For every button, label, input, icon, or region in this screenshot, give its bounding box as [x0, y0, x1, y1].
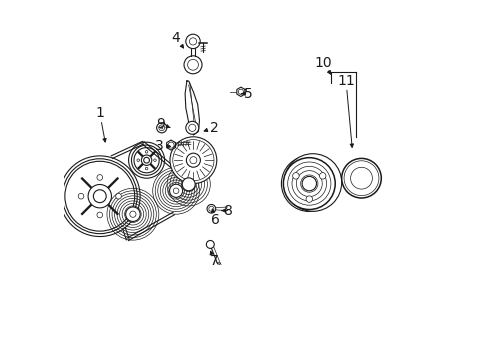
Circle shape — [78, 193, 83, 199]
Text: 9: 9 — [156, 117, 165, 131]
Text: 3: 3 — [154, 139, 163, 153]
Circle shape — [153, 159, 156, 161]
Circle shape — [137, 159, 139, 161]
Text: 10: 10 — [314, 56, 332, 70]
Circle shape — [206, 204, 215, 213]
Circle shape — [189, 157, 197, 164]
Circle shape — [88, 185, 111, 208]
Circle shape — [292, 173, 299, 179]
Circle shape — [168, 142, 174, 148]
Circle shape — [182, 178, 195, 191]
Circle shape — [93, 190, 106, 203]
Circle shape — [160, 127, 163, 129]
Circle shape — [188, 124, 196, 131]
Circle shape — [208, 206, 213, 211]
Circle shape — [172, 140, 214, 181]
Text: 8: 8 — [224, 204, 232, 217]
Circle shape — [173, 188, 179, 194]
Circle shape — [283, 158, 335, 210]
Circle shape — [284, 154, 341, 211]
Text: 11: 11 — [336, 74, 354, 88]
Circle shape — [145, 167, 147, 170]
Circle shape — [185, 34, 200, 49]
Text: 4: 4 — [171, 31, 180, 45]
Circle shape — [159, 125, 164, 131]
Circle shape — [145, 150, 147, 153]
Text: 6: 6 — [210, 213, 219, 226]
Circle shape — [129, 211, 136, 217]
Circle shape — [187, 59, 198, 70]
Polygon shape — [321, 169, 334, 200]
Circle shape — [116, 193, 121, 199]
Ellipse shape — [281, 156, 337, 211]
Circle shape — [156, 123, 166, 133]
Circle shape — [302, 176, 316, 191]
Circle shape — [97, 212, 102, 218]
Text: 7: 7 — [209, 254, 218, 268]
Circle shape — [185, 121, 199, 134]
Text: 2: 2 — [209, 121, 218, 135]
Circle shape — [97, 175, 102, 180]
Circle shape — [341, 158, 381, 198]
Circle shape — [305, 196, 312, 202]
Circle shape — [186, 153, 200, 167]
Circle shape — [319, 173, 325, 179]
Circle shape — [183, 56, 202, 74]
Polygon shape — [185, 81, 199, 135]
Text: 1: 1 — [95, 107, 104, 120]
Circle shape — [189, 38, 196, 45]
Circle shape — [206, 240, 214, 248]
Circle shape — [169, 184, 183, 197]
Circle shape — [238, 89, 243, 94]
Polygon shape — [287, 173, 303, 198]
Circle shape — [170, 137, 216, 184]
Circle shape — [143, 157, 149, 163]
Text: 5: 5 — [243, 87, 252, 100]
Circle shape — [141, 155, 151, 165]
Circle shape — [125, 207, 140, 221]
